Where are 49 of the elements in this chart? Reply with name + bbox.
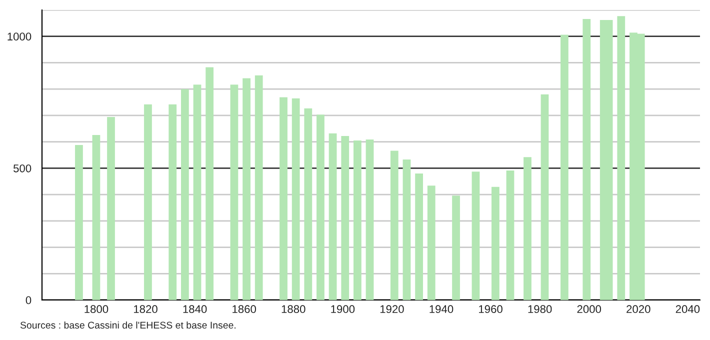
x-tick-label: 1980: [528, 305, 552, 314]
bar: [582, 18, 591, 300]
bar: [75, 144, 83, 300]
x-tick-label: 2000: [577, 305, 602, 314]
x-tick-label: 1960: [479, 305, 502, 314]
bar: [92, 134, 100, 300]
bar: [366, 139, 374, 300]
bar: [144, 104, 152, 300]
x-tick-label: 1880: [282, 305, 306, 314]
y-tick-label: 1000: [8, 32, 32, 40]
x-tick-label: 2040: [676, 305, 700, 314]
bar: [415, 173, 423, 300]
bar: [540, 94, 549, 300]
bar: [427, 186, 436, 300]
x-tick-label: 2020: [626, 305, 650, 314]
bar: [560, 34, 568, 300]
bar: [390, 150, 398, 300]
bar: [452, 196, 460, 300]
bar: [617, 16, 626, 300]
bar: [180, 89, 189, 300]
x-tick-label: 1900: [331, 305, 355, 314]
bar: [304, 108, 312, 300]
y-tick-label: 0: [26, 296, 32, 304]
bar: [506, 170, 514, 300]
bar: [354, 140, 362, 300]
bar: [341, 136, 350, 300]
bar: [206, 67, 214, 300]
bar: [316, 114, 324, 300]
x-tick-label: 1800: [84, 305, 108, 314]
x-tick-label: 1840: [183, 305, 207, 314]
x-tick-label: 1920: [380, 305, 404, 314]
bar: [492, 186, 500, 300]
bar: [107, 117, 115, 300]
bar: [230, 84, 238, 300]
x-tick-label: 1820: [134, 305, 158, 314]
bar: [292, 98, 300, 300]
source-note: Sources : base Cassini de l'EHESS et base Insee.: [20, 321, 236, 329]
bar: [242, 78, 250, 300]
bar: [168, 104, 177, 300]
bar: [402, 159, 411, 300]
bar: [280, 97, 288, 300]
x-tick-label: 1860: [232, 305, 256, 314]
bar: [328, 133, 337, 300]
bar: [472, 172, 480, 300]
x-tick-label: 1940: [430, 305, 454, 314]
bar: [254, 75, 263, 300]
y-tick-label: 500: [13, 164, 32, 172]
bar: [193, 84, 202, 300]
bar: [524, 157, 532, 300]
